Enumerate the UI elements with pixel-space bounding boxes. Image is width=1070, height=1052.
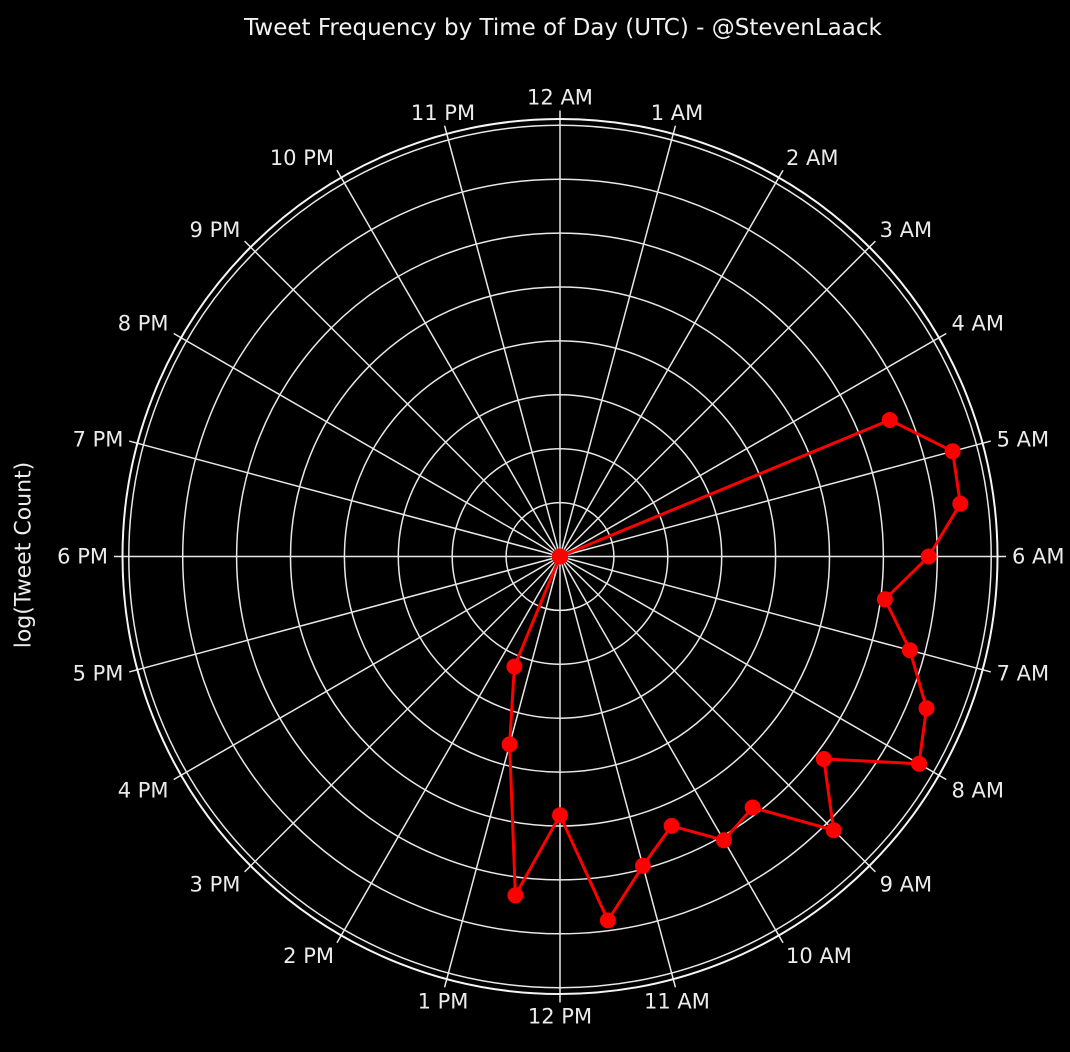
data-point-marker <box>911 755 927 772</box>
hour-label-11-am: 11 AM <box>644 989 710 1013</box>
angular-gridline <box>559 555 876 873</box>
data-point-marker <box>663 817 680 834</box>
angular-gridline <box>559 125 677 557</box>
data-point-marker <box>634 857 651 874</box>
radial-gridline <box>397 394 723 719</box>
data-point-marker <box>901 642 918 659</box>
hour-label-10-am: 10 AM <box>786 944 852 968</box>
angular-gridline <box>173 332 561 558</box>
angular-gridline <box>336 556 561 944</box>
data-point-marker <box>715 832 732 849</box>
radial-gridline <box>451 447 669 666</box>
hour-label-4-am: 4 AM <box>951 312 1004 336</box>
radial-axis-label: log(Tweet Count) <box>11 461 37 649</box>
hour-label-8-pm: 8 PM <box>118 312 169 336</box>
hour-label-5-pm: 5 PM <box>73 661 124 685</box>
hour-label-9-pm: 9 PM <box>190 218 241 242</box>
data-point-marker <box>507 887 524 904</box>
angular-gridline <box>559 240 876 558</box>
radial-gridline <box>235 232 885 881</box>
hour-label-6-pm: 6 PM <box>57 545 108 569</box>
data-point-marker <box>944 443 961 460</box>
data-point-marker <box>876 591 893 608</box>
radial-gridline <box>289 286 831 827</box>
angular-gridline <box>443 125 561 557</box>
data-point-marker <box>952 495 969 512</box>
angular-gridline <box>244 240 561 558</box>
angular-gridline <box>559 332 947 558</box>
hour-label-11-pm: 11 PM <box>411 101 475 125</box>
data-point-marker <box>506 658 523 675</box>
radial-gridline <box>343 340 777 773</box>
radial-gridline <box>181 178 939 935</box>
hour-label-12-am: 12 AM <box>527 86 593 110</box>
radial-gridline <box>505 501 615 612</box>
chart-title: Tweet Frequency by Time of Day (UTC) - @… <box>244 15 882 41</box>
angular-gridline <box>443 556 561 988</box>
polar-grid <box>114 110 1006 1003</box>
data-point-marker <box>825 822 842 839</box>
data-point-marker <box>744 799 761 816</box>
hour-label-8-am: 8 AM <box>951 779 1004 803</box>
data-point-marker <box>552 807 568 824</box>
hour-label-1-pm: 1 PM <box>418 989 469 1013</box>
angular-gridline <box>244 555 561 873</box>
hour-label-7-am: 7 AM <box>997 661 1050 685</box>
angular-gridline <box>129 440 561 558</box>
hour-label-7-pm: 7 PM <box>73 428 124 452</box>
angular-gridline <box>173 555 561 781</box>
tweet-frequency-series <box>501 412 969 929</box>
data-point-marker <box>501 736 518 753</box>
hour-label-10-pm: 10 PM <box>270 146 334 170</box>
hour-label-3-pm: 3 PM <box>190 872 241 896</box>
angular-gridline <box>129 555 561 673</box>
hour-label-1-am: 1 AM <box>651 101 704 125</box>
data-point-marker <box>881 412 898 428</box>
hour-label-2-pm: 2 PM <box>283 944 334 968</box>
hour-label-9-am: 9 AM <box>880 872 933 896</box>
hour-label-4-pm: 4 PM <box>118 779 169 803</box>
hour-label-3-am: 3 AM <box>880 218 933 242</box>
angular-gridline <box>559 440 991 558</box>
data-point-marker <box>918 700 935 717</box>
data-point-marker <box>552 548 568 565</box>
hour-label-12-pm: 12 PM <box>528 1005 592 1029</box>
angular-gridline <box>559 556 784 944</box>
hour-label-6-am: 6 AM <box>1012 545 1065 569</box>
angular-gridline <box>559 169 784 557</box>
hour-label-5-am: 5 AM <box>997 428 1050 452</box>
data-point-marker <box>920 548 937 565</box>
data-point-marker <box>599 912 616 929</box>
hour-label-2-am: 2 AM <box>786 146 839 170</box>
angular-gridline <box>559 555 991 673</box>
angular-tick-labels: 12 AM 1 AM 2 AM 3 AM 4 AM 5 AM 6 AM 7 AM 8 AM 9 A… <box>57 86 1064 1029</box>
angular-gridline <box>559 556 677 988</box>
angular-gridline <box>336 169 561 557</box>
polar-spine <box>121 118 999 995</box>
data-point-marker <box>815 751 832 767</box>
angular-gridline <box>559 555 947 781</box>
radial-gridline <box>128 124 992 989</box>
